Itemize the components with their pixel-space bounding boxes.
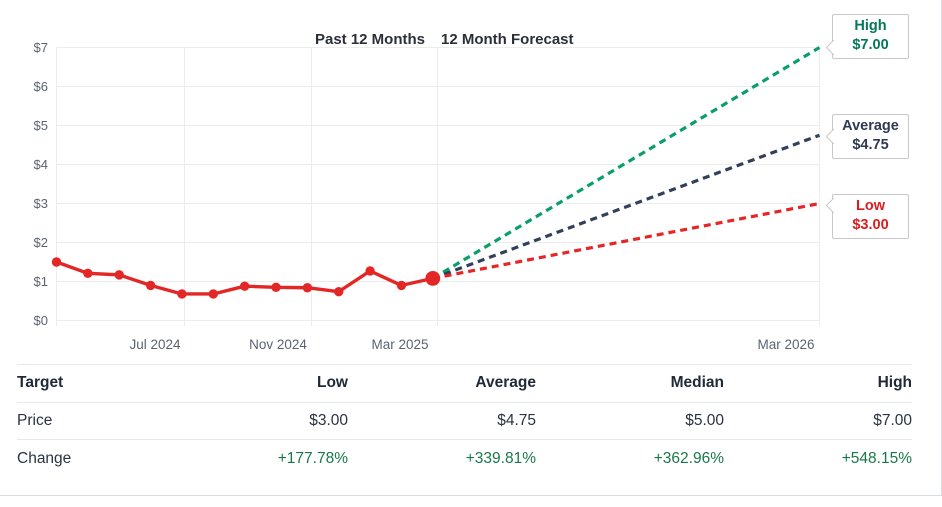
y-axis-tick-label: $6	[34, 79, 48, 94]
x-axis-tick-label: Mar 2025	[371, 337, 428, 352]
price-target-table: Target Low Average Median High Price $3.…	[17, 364, 912, 478]
price-point-marker	[177, 289, 187, 299]
table-header-median: Median	[536, 364, 724, 403]
y-axis-tick-label: $4	[34, 157, 48, 172]
table-header-low: Low	[160, 364, 348, 403]
price-row-label: Price	[17, 402, 160, 440]
forecast-title: 12 Month Forecast	[441, 31, 574, 48]
change-high: +548.15%	[841, 450, 912, 467]
y-axis-tick-label: $1	[34, 274, 48, 289]
price-point-marker	[396, 280, 407, 291]
forecast-callout-average: Average $4.75	[825, 113, 909, 159]
price-point-marker	[145, 280, 156, 291]
change-row-label: Change	[17, 450, 72, 467]
price-average: $4.75	[348, 402, 536, 440]
change-low: +177.78%	[277, 450, 348, 467]
x-axis-tick-label: Nov 2024	[249, 337, 307, 352]
forecast-callout-low: Low $3.00	[825, 194, 909, 239]
analyst-price-forecast-card: $0 $1 $2 $3 $4 $5 $6 $7 Jul 2024 Nov 2024 Mar 2025…	[0, 0, 942, 496]
x-axis-tick-label: Mar 2026	[757, 337, 814, 352]
price-point-marker	[334, 286, 344, 297]
price-point-marker	[302, 283, 313, 293]
forecast-line-low	[432, 201, 820, 280]
price-point-marker	[239, 281, 250, 291]
price-forecast-chart: $0 $1 $2 $3 $4 $5 $6 $7 Jul 2024 Nov 2024 Mar 2025…	[34, 13, 909, 352]
y-axis-tick-label: $2	[34, 235, 48, 250]
past-12-months-title: Past 12 Months	[315, 31, 425, 48]
change-average: +339.81%	[465, 450, 536, 467]
callout-label: High	[854, 17, 887, 34]
forecast-line-high	[431, 46, 821, 280]
price-high: $7.00	[724, 402, 912, 440]
callout-price: $4.75	[852, 136, 889, 153]
y-axis-tick-label: $7	[34, 40, 48, 55]
callout-price: $7.00	[852, 36, 889, 53]
chart-canvas: $0 $1 $2 $3 $4 $5 $6 $7 Jul 2024 Nov 2024 Mar 2025…	[34, 31, 821, 352]
callout-label: Average	[842, 117, 899, 134]
forecast-line-average	[432, 133, 821, 280]
price-point-marker	[208, 289, 218, 299]
y-axis-tick-label: $0	[34, 313, 48, 328]
callout-label: Low	[856, 198, 885, 214]
price-point-marker	[83, 268, 93, 279]
x-axis-tick-label: Jul 2024	[129, 337, 181, 352]
change-median: +362.96%	[653, 450, 724, 467]
price-median: $5.00	[536, 402, 724, 440]
table-header-high: High	[724, 364, 912, 403]
table-header-row: Target Low Average Median High	[17, 364, 912, 403]
price-low: $3.00	[160, 402, 348, 440]
price-point-marker	[51, 257, 62, 267]
current-price-marker	[425, 270, 441, 286]
price-point-marker	[271, 282, 281, 293]
table-row-change: Change +177.78% +339.81% +362.96% +548.1…	[17, 440, 912, 479]
y-axis-tick-label: $5	[34, 118, 48, 133]
table-row-price: Price $3.00 $4.75 $5.00 $7.00	[17, 402, 912, 440]
table-header-average: Average	[348, 364, 536, 403]
y-axis-tick-label: $3	[34, 196, 48, 211]
price-point-marker	[114, 270, 124, 280]
callout-price: $3.00	[852, 217, 889, 233]
price-point-marker	[365, 266, 375, 276]
forecast-callout-high: High $7.00	[825, 13, 909, 59]
table-header-target: Target	[17, 364, 160, 403]
